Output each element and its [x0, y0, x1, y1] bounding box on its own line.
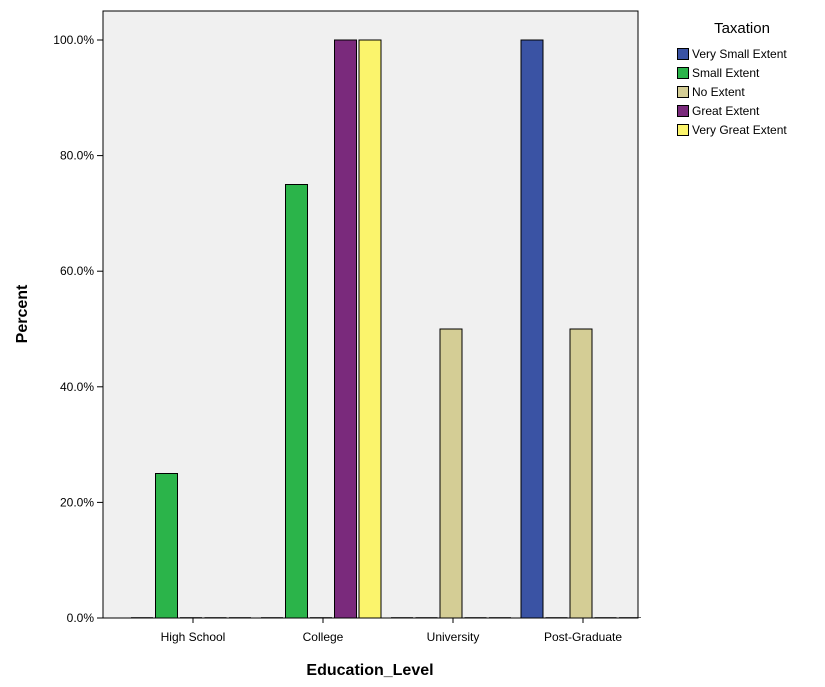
legend-label: No Extent	[692, 84, 745, 99]
legend-item: No Extent	[677, 82, 825, 101]
bar-college-great-extent	[334, 39, 357, 619]
legend-label: Very Small Extent	[692, 46, 787, 61]
legend-item: Very Great Extent	[677, 120, 825, 139]
x-axis: High School College University Post-Graduat…	[161, 618, 622, 644]
legend-swatch	[677, 66, 689, 79]
legend-swatch	[677, 104, 689, 117]
y-tick-label: 40.0%	[60, 380, 94, 394]
y-tick-label: 20.0%	[60, 495, 94, 509]
bar-post-graduate-no-extent	[569, 328, 593, 619]
x-tick-label: High School	[161, 630, 226, 644]
legend: Taxation Very Small Extent Small Extent No…	[677, 20, 825, 139]
bar-college-small-extent	[285, 184, 308, 619]
y-tick-label: 60.0%	[60, 264, 94, 278]
legend-swatch	[677, 47, 689, 60]
legend-label: Great Extent	[692, 103, 760, 118]
legend-item: Great Extent	[677, 101, 825, 120]
x-tick-label: University	[427, 630, 480, 644]
legend-label: Very Great Extent	[692, 122, 787, 137]
legend-title: Taxation	[714, 20, 770, 37]
legend-label: Small Extent	[692, 65, 760, 80]
x-tick-label: Post-Graduate	[544, 630, 622, 644]
legend-swatch	[677, 85, 689, 98]
legend-items: Very Small Extent Small Extent No Extent Gr…	[677, 44, 825, 139]
x-tick-label: College	[303, 630, 344, 644]
legend-item: Small Extent	[677, 63, 825, 82]
y-axis: 0.0% 20.0% 40.0% 60.0% 80.0% 100.0%	[53, 33, 103, 625]
legend-item: Very Small Extent	[677, 44, 825, 63]
x-axis-title: Education_Level	[306, 662, 433, 679]
y-tick-label: 0.0%	[67, 611, 95, 625]
bar-university-no-extent	[439, 328, 463, 619]
bars-group	[131, 39, 641, 619]
y-tick-label: 100.0%	[53, 33, 94, 47]
y-axis-title: Percent	[14, 284, 31, 343]
legend-swatch	[677, 123, 689, 136]
bar-post-graduate-very-small-extent	[520, 39, 544, 619]
bar-college-very-great-extent	[358, 39, 382, 619]
bar-high-school-small-extent	[155, 473, 178, 619]
y-tick-label: 80.0%	[60, 149, 94, 163]
